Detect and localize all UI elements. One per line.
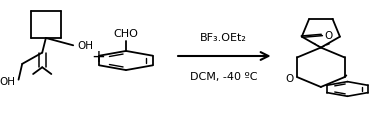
Text: OH: OH — [0, 76, 15, 86]
Text: +: + — [92, 48, 105, 65]
Text: BF₃.OEt₂: BF₃.OEt₂ — [200, 33, 247, 43]
Text: O: O — [285, 73, 293, 83]
Text: O: O — [324, 31, 333, 41]
Text: CHO: CHO — [113, 29, 138, 39]
Text: DCM, -40 ºC: DCM, -40 ºC — [190, 71, 257, 81]
Text: OH: OH — [77, 40, 94, 50]
